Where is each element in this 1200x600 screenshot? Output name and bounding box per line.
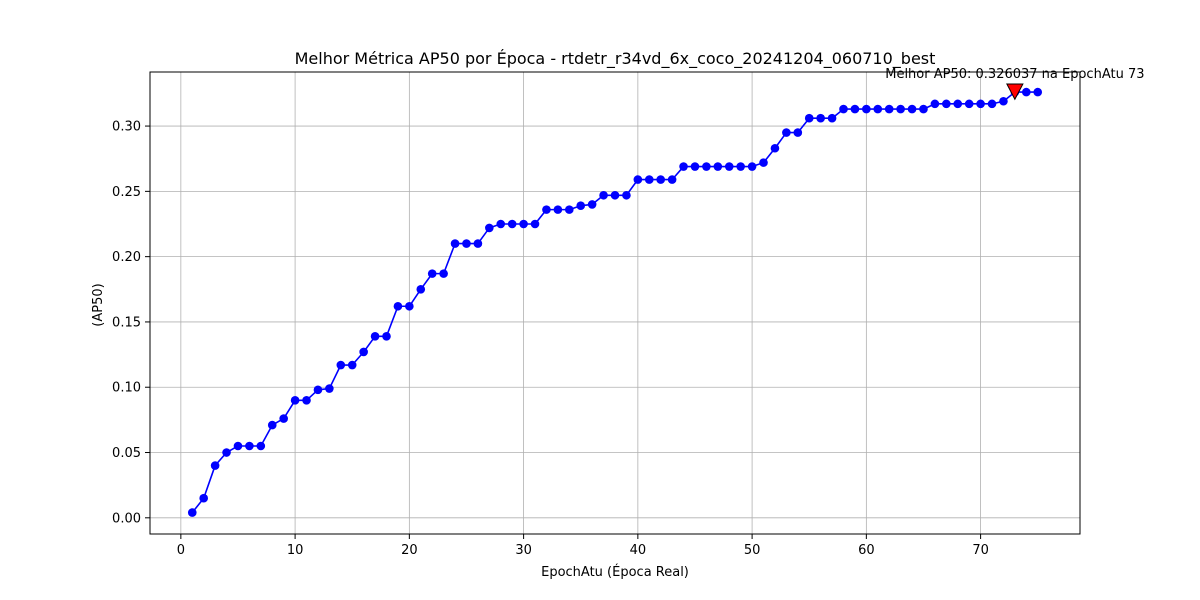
data-point [439,269,448,278]
data-point [976,99,985,109]
data-point [336,360,346,370]
data-point [724,162,734,171]
data-point [896,104,905,114]
data-point [222,448,231,457]
x-tick-label: 20 [401,543,418,558]
best-point-marker [1006,83,1024,101]
x-tick-label: 0 [177,543,185,558]
y-tick-label: 0.15 [112,315,141,330]
data-point [667,175,677,184]
data-point [999,96,1008,106]
best-point-annotation: Melhor AP50: 0.326037 na EpochAtu 73 [885,67,1144,82]
data-point [850,104,860,114]
data-point [267,420,277,430]
x-tick-label: 70 [972,543,989,558]
data-point [747,162,757,171]
data-point [485,223,494,233]
data-point [942,99,951,109]
data-point [622,190,631,200]
data-point [587,200,597,209]
data-point [644,175,654,184]
data-point [462,239,471,248]
y-tick-label: 0.05 [112,446,141,461]
data-point [679,162,688,171]
data-point [279,414,288,423]
axes-layer: 0 10 20 30 40 50 60 70 0.00 0.05 0.10 0.15 0.20 0.25 0… [112,71,1081,558]
data-point [507,219,517,229]
data-point [473,239,483,248]
data-point [1022,87,1031,97]
data-point [770,143,780,153]
data-point [759,158,768,167]
y-tick-label: 0.10 [112,381,141,396]
data-point [370,331,380,341]
data-point [187,508,197,517]
data-point [393,301,403,311]
data-point [873,104,883,114]
data-point [302,395,311,405]
data-point [542,205,551,214]
data-point [599,190,608,200]
data-point [416,284,426,294]
data-point [953,99,963,109]
data-point [862,104,871,114]
y-tick-label: 0.00 [112,511,141,526]
data-point [245,441,254,451]
data-point [347,360,357,370]
data-point [656,175,666,184]
data-point [233,441,243,451]
x-tick-label: 40 [630,543,647,558]
data-point [496,219,506,229]
data-point [884,104,894,114]
data-point [199,493,208,503]
y-axis-title: (AP50) [91,283,106,326]
plot-frame [149,71,1081,535]
data-point [633,175,643,184]
data-point [907,104,917,114]
data-point [427,269,437,278]
data-point [519,219,528,229]
data-point [1033,87,1043,97]
y-tick-label: 0.20 [112,250,141,265]
data-point [987,99,997,109]
x-tick-label: 30 [515,543,532,558]
data-point [382,331,391,341]
x-tick-label: 50 [744,543,761,558]
data-point [816,113,825,123]
data-point [553,205,563,214]
x-tick-label: 60 [858,543,875,558]
data-point [702,162,711,171]
data-point [713,162,723,171]
data-point [405,301,414,311]
data-point [736,162,745,171]
data-point [610,190,620,200]
data-point [576,201,586,211]
x-axis-title: EpochAtu (Época Real) [541,564,689,580]
data-point [827,113,837,123]
data-point [313,385,323,395]
data-point [564,205,574,214]
annotation-layer: Melhor AP50: 0.326037 na EpochAtu 73 [885,67,1145,101]
data-point [930,99,940,109]
y-tick-label: 0.25 [112,185,141,200]
data-point [210,461,220,470]
data-point [804,113,814,123]
data-point [919,104,928,114]
data-point [450,239,460,248]
data-point [964,99,974,109]
data-point [839,104,848,114]
data-point [325,384,334,393]
x-tick-label: 10 [287,543,304,558]
data-point [359,347,368,357]
data-point [530,219,540,229]
data-point [690,162,700,171]
series-layer [187,87,1043,517]
data-point [793,128,803,137]
data-point [256,441,266,451]
chart-title: Melhor Métrica AP50 por Época - rtdetr_r… [295,49,936,69]
y-tick-label: 0.30 [112,120,141,135]
data-point [782,128,791,137]
data-point [290,395,300,405]
